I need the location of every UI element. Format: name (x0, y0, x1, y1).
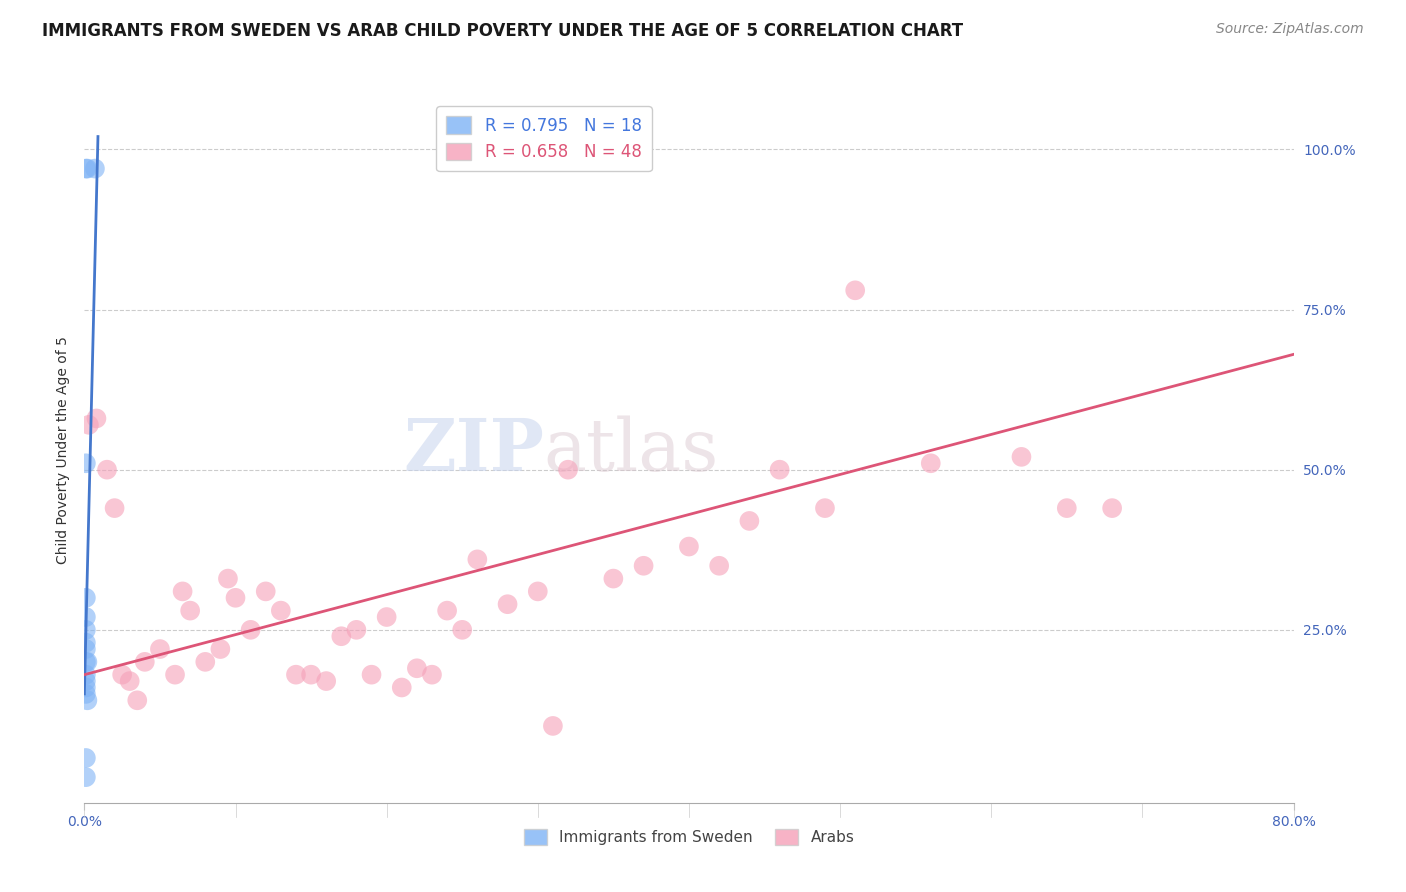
Point (75, 751, 97, 765)
Point (557, 463, 579, 477)
Point (451, 623, 474, 637)
Point (375, 610, 398, 624)
Point (149, 642, 172, 657)
Point (75, 623, 97, 637)
Point (76, 161, 98, 176)
Text: ZIP: ZIP (404, 415, 544, 486)
Point (75, 591, 97, 605)
Point (179, 604, 201, 618)
Point (75, 667, 97, 681)
Point (285, 667, 308, 681)
Point (527, 584, 550, 599)
Point (225, 591, 247, 605)
Point (165, 667, 187, 681)
Point (844, 283, 866, 297)
Point (239, 623, 262, 637)
Text: IMMIGRANTS FROM SWEDEN VS ARAB CHILD POVERTY UNDER THE AGE OF 5 CORRELATION CHAR: IMMIGRANTS FROM SWEDEN VS ARAB CHILD POV… (42, 22, 963, 40)
Point (436, 604, 458, 618)
Point (84, 161, 107, 176)
Point (75, 674, 97, 689)
Point (1101, 501, 1123, 516)
Point (254, 584, 277, 599)
Point (76, 655, 98, 669)
Point (738, 514, 761, 528)
Point (76, 693, 98, 707)
Point (633, 558, 655, 573)
Point (406, 661, 429, 675)
Point (134, 655, 156, 669)
Point (709, 558, 731, 573)
Point (75, 770, 97, 784)
Point (127, 693, 149, 707)
Point (77, 417, 100, 432)
Point (118, 674, 141, 689)
Point (194, 655, 217, 669)
Point (678, 540, 700, 554)
Point (496, 597, 519, 611)
Point (391, 681, 413, 695)
Point (330, 629, 353, 643)
Point (172, 584, 194, 599)
Point (467, 552, 489, 566)
Point (111, 667, 134, 681)
Legend: Immigrants from Sweden, Arabs: Immigrants from Sweden, Arabs (517, 823, 860, 852)
Point (420, 667, 443, 681)
Point (814, 501, 837, 516)
Point (75, 655, 97, 669)
Point (602, 572, 624, 586)
Point (299, 667, 322, 681)
Point (1011, 450, 1033, 464)
Point (75, 610, 97, 624)
Point (541, 719, 564, 733)
Text: Source: ZipAtlas.com: Source: ZipAtlas.com (1216, 22, 1364, 37)
Point (1056, 501, 1078, 516)
Point (209, 642, 232, 657)
Point (769, 463, 792, 477)
Point (75, 687, 97, 701)
Y-axis label: Child Poverty Under the Age of 5: Child Poverty Under the Age of 5 (56, 336, 70, 565)
Point (75, 456, 97, 470)
Point (217, 572, 239, 586)
Point (75, 642, 97, 657)
Point (96, 463, 118, 477)
Point (315, 674, 337, 689)
Point (920, 456, 942, 470)
Point (75, 681, 97, 695)
Point (86, 411, 108, 425)
Point (75, 635, 97, 649)
Point (360, 667, 382, 681)
Point (104, 501, 127, 516)
Point (346, 623, 368, 637)
Text: atlas: atlas (544, 415, 720, 486)
Point (75, 161, 97, 176)
Point (270, 604, 292, 618)
